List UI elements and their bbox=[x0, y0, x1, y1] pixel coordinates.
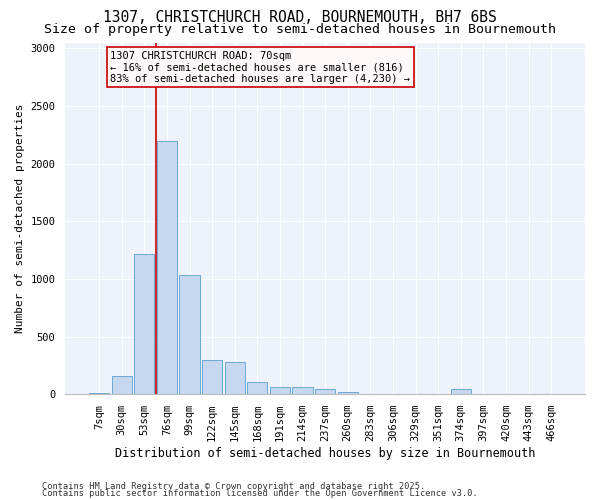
Bar bbox=[338, 392, 358, 394]
Bar bbox=[202, 360, 222, 394]
Bar bbox=[89, 393, 109, 394]
Bar bbox=[157, 140, 177, 394]
Bar bbox=[112, 376, 132, 394]
X-axis label: Distribution of semi-detached houses by size in Bournemouth: Distribution of semi-detached houses by … bbox=[115, 447, 535, 460]
Bar bbox=[270, 386, 290, 394]
Text: Contains HM Land Registry data © Crown copyright and database right 2025.: Contains HM Land Registry data © Crown c… bbox=[42, 482, 425, 491]
Bar bbox=[451, 389, 471, 394]
Y-axis label: Number of semi-detached properties: Number of semi-detached properties bbox=[15, 104, 25, 333]
Text: 1307, CHRISTCHURCH ROAD, BOURNEMOUTH, BH7 6BS: 1307, CHRISTCHURCH ROAD, BOURNEMOUTH, BH… bbox=[103, 10, 497, 25]
Text: Size of property relative to semi-detached houses in Bournemouth: Size of property relative to semi-detach… bbox=[44, 22, 556, 36]
Bar bbox=[224, 362, 245, 394]
Bar bbox=[247, 382, 268, 394]
Bar bbox=[292, 388, 313, 394]
Text: Contains public sector information licensed under the Open Government Licence v3: Contains public sector information licen… bbox=[42, 490, 478, 498]
Bar bbox=[179, 275, 200, 394]
Bar bbox=[315, 389, 335, 394]
Text: 1307 CHRISTCHURCH ROAD: 70sqm
← 16% of semi-detached houses are smaller (816)
83: 1307 CHRISTCHURCH ROAD: 70sqm ← 16% of s… bbox=[110, 50, 410, 84]
Bar bbox=[134, 254, 154, 394]
